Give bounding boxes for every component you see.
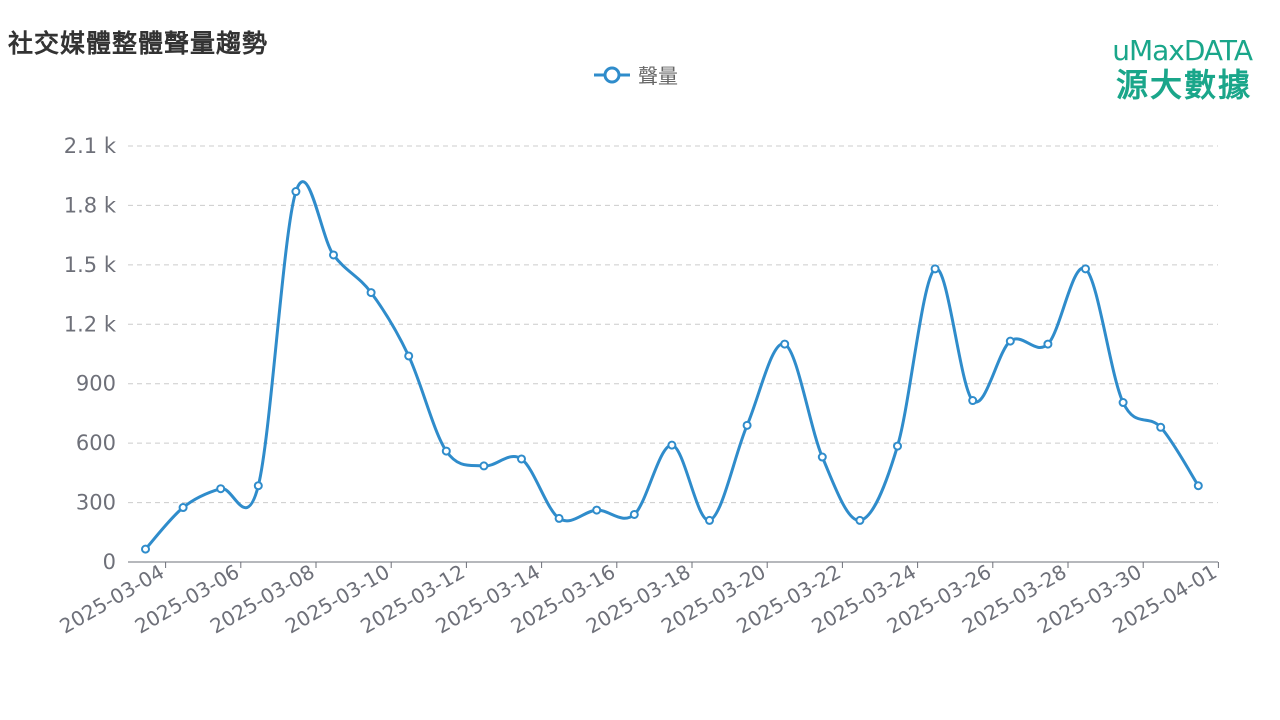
series-line (144, 180, 1200, 551)
y-tick-label: 1.8 k (64, 193, 117, 217)
logo-chinese-name: 源大數據 (1115, 66, 1252, 104)
chart-legend[interactable]: 聲量 (592, 60, 678, 89)
data-point (855, 515, 865, 525)
y-tick-label: 0 (103, 550, 116, 574)
legend-label: 聲量 (638, 64, 678, 88)
data-point (629, 509, 639, 519)
y-tick-label: 900 (76, 372, 116, 396)
data-point (1193, 481, 1203, 491)
data-point (817, 452, 827, 462)
y-tick-label: 1.2 k (64, 312, 117, 336)
data-point (404, 351, 414, 361)
y-tick-label: 1.5 k (64, 253, 117, 277)
data-point (1118, 398, 1128, 408)
data-point (893, 441, 902, 451)
data-point (253, 481, 263, 491)
brand-logo: uMaxDATA 源大數據 (1112, 34, 1253, 105)
data-point (592, 505, 602, 515)
data-point (1156, 422, 1166, 432)
data-point (441, 446, 451, 456)
data-point (968, 396, 978, 406)
data-point (667, 440, 677, 450)
data-point (930, 264, 940, 274)
data-point (1081, 264, 1090, 274)
data-point (178, 503, 188, 513)
data-point (554, 513, 564, 523)
data-point (1043, 339, 1053, 349)
data-point (780, 339, 790, 349)
data-point (517, 454, 526, 464)
data-point (329, 250, 338, 260)
data-point (705, 515, 714, 525)
data-point (742, 420, 752, 430)
data-point (479, 461, 489, 471)
y-tick-label: 300 (76, 491, 116, 515)
legend-line-marker-icon (594, 66, 630, 83)
y-tick-label: 600 (76, 431, 116, 455)
data-point (366, 288, 376, 298)
data-point (1005, 336, 1015, 346)
chart-title: 社交媒體整體聲量趨勢 (8, 29, 269, 58)
data-point (216, 484, 226, 494)
data-point (291, 187, 301, 197)
logo-wordmark: uMaxDATA (1112, 34, 1253, 67)
data-point (141, 544, 150, 554)
y-tick-label: 2.1 k (64, 134, 117, 158)
